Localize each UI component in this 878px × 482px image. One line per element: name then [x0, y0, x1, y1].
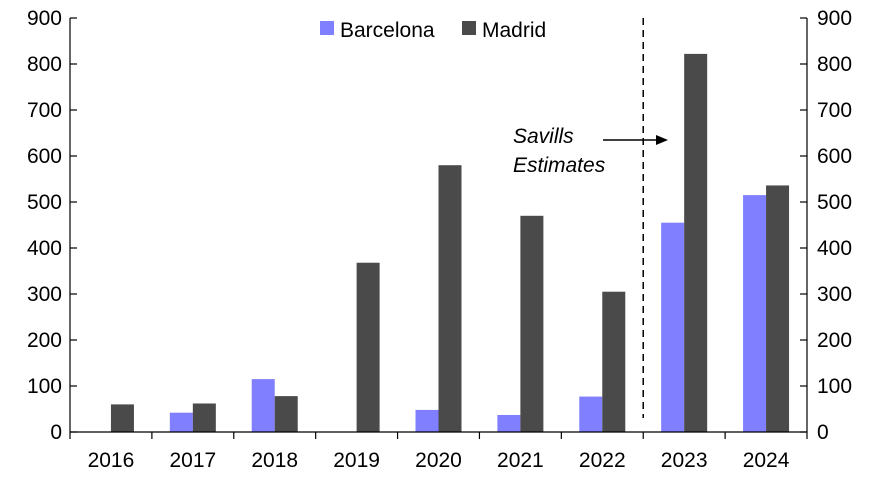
bar-madrid-2020 — [438, 165, 462, 432]
bar-barcelona-2020 — [415, 409, 439, 432]
x-axis: 2016 2017 2018 2019 2020 2021 2022 2023 2024 — [69, 431, 808, 472]
bar-barcelona-2018 — [251, 379, 275, 432]
legend-swatch-barcelona — [320, 21, 334, 35]
left-y-axis: 0 100 200 300 400 500 600 700 800 900 — [27, 7, 77, 444]
left-y-tick-label: 100 — [27, 375, 62, 398]
left-y-tick-label: 400 — [27, 237, 62, 260]
bar-madrid-2019 — [356, 262, 380, 432]
x-tick-label: 2016 — [88, 449, 135, 472]
annotation-arrow-head — [656, 135, 668, 145]
left-y-tick-label: 200 — [27, 329, 62, 352]
right-y-tick-label: 100 — [817, 375, 852, 398]
x-tick-label: 2019 — [333, 449, 380, 472]
bar-madrid-2022 — [602, 291, 626, 432]
legend: Barcelona Madrid — [320, 19, 546, 42]
bar-madrid-2017 — [192, 403, 216, 432]
right-y-axis: 0 100 200 300 400 500 600 700 800 900 — [800, 7, 852, 444]
legend-label-barcelona: Barcelona — [340, 19, 435, 42]
right-y-tick-label: 200 — [817, 329, 852, 352]
x-tick-label: 2023 — [661, 449, 708, 472]
bar-barcelona-2023 — [661, 222, 685, 432]
right-y-tick-label: 600 — [817, 145, 852, 168]
bar-barcelona-2017 — [169, 412, 193, 432]
right-y-tick-label: 0 — [817, 421, 829, 444]
x-tick-label: 2020 — [415, 449, 462, 472]
bar-madrid-2024 — [766, 185, 790, 432]
left-y-tick-label: 300 — [27, 283, 62, 306]
x-tick-label: 2024 — [743, 449, 790, 472]
x-tick-label: 2022 — [579, 449, 626, 472]
x-tick-label: 2021 — [497, 449, 544, 472]
right-y-tick-label: 800 — [817, 53, 852, 76]
left-y-tick-label: 900 — [27, 7, 62, 30]
right-y-tick-label: 400 — [817, 237, 852, 260]
bar-madrid-2016 — [110, 404, 134, 432]
savills-estimates-annotation: Savills Estimates — [513, 125, 668, 177]
bar-madrid-2018 — [274, 396, 298, 432]
x-tick-label: 2018 — [251, 449, 298, 472]
legend-swatch-madrid — [462, 21, 476, 35]
bar-madrid-2021 — [520, 215, 544, 432]
left-y-tick-label: 800 — [27, 53, 62, 76]
left-y-tick-label: 0 — [50, 421, 62, 444]
bar-barcelona-2021 — [497, 414, 521, 432]
bar-barcelona-2024 — [743, 195, 767, 432]
annotation-line-2: Estimates — [513, 154, 606, 177]
bars — [110, 53, 790, 432]
legend-label-madrid: Madrid — [482, 19, 546, 42]
right-y-tick-label: 900 — [817, 7, 852, 30]
left-y-tick-label: 600 — [27, 145, 62, 168]
left-y-tick-label: 500 — [27, 191, 62, 214]
right-y-tick-label: 300 — [817, 283, 852, 306]
x-tick-label: 2017 — [169, 449, 216, 472]
left-y-tick-label: 700 — [27, 99, 62, 122]
right-y-tick-label: 700 — [817, 99, 852, 122]
bar-madrid-2023 — [684, 53, 708, 432]
bar-barcelona-2022 — [579, 396, 603, 432]
right-y-tick-label: 500 — [817, 191, 852, 214]
annotation-line-1: Savills — [513, 125, 574, 148]
